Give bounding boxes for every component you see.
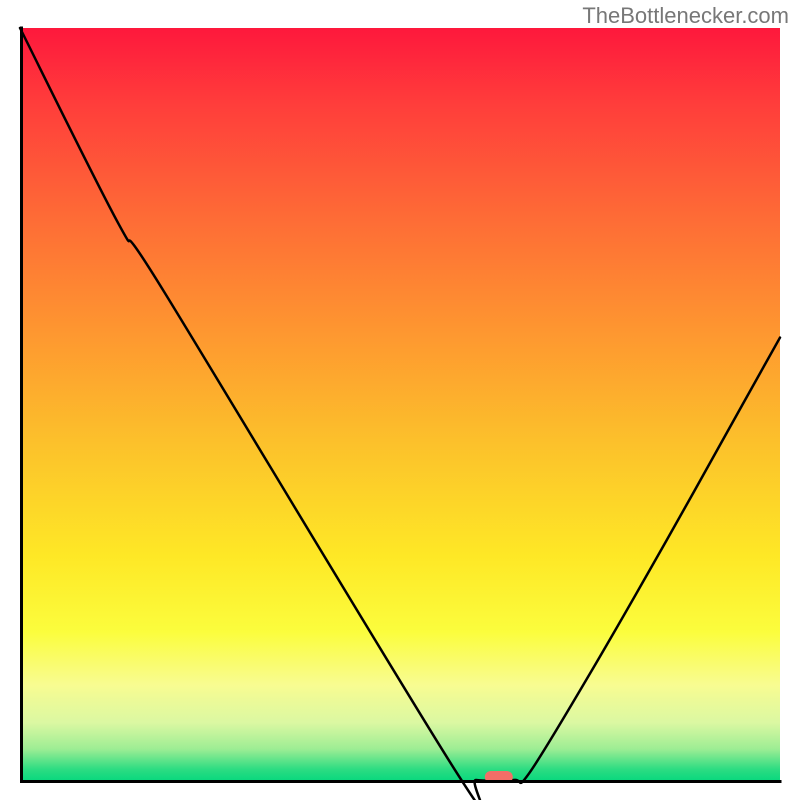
watermark-text: TheBottlenecker.com	[582, 3, 789, 29]
chart-container: TheBottlenecker.com	[0, 0, 800, 800]
chart-background	[20, 28, 780, 783]
bottleneck-chart	[0, 0, 800, 800]
